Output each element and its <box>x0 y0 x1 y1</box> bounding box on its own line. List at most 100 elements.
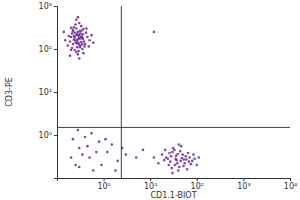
point <box>70 156 73 159</box>
point <box>87 45 90 48</box>
point <box>72 138 75 141</box>
point <box>167 164 170 167</box>
tick-label: 10⁰ <box>39 131 52 140</box>
tick-mark <box>243 178 244 181</box>
point <box>88 39 91 42</box>
tick-label: 10⁰ <box>97 182 110 191</box>
point <box>78 147 81 150</box>
point <box>81 48 84 51</box>
tick-label: 10⁴ <box>284 182 297 191</box>
point <box>79 32 82 35</box>
point <box>182 165 185 168</box>
point <box>168 152 171 155</box>
point <box>183 162 186 165</box>
tick-label: 10³ <box>237 182 250 191</box>
tick-label: 10² <box>191 182 204 191</box>
point <box>73 26 76 29</box>
point <box>153 156 156 159</box>
chart: 10⁰10¹10²10³10⁴10⁰10¹10²10³CD1.1-BIOTCD3… <box>0 0 300 200</box>
point <box>86 36 89 39</box>
point <box>188 156 191 159</box>
point <box>71 32 74 35</box>
point <box>81 153 84 156</box>
point <box>76 33 79 36</box>
tick-mark <box>290 178 291 181</box>
point <box>170 167 173 170</box>
point <box>83 40 86 43</box>
x-axis-line <box>58 179 291 182</box>
point <box>70 27 73 30</box>
y-axis-title: CD3-PE <box>5 77 14 107</box>
point <box>68 35 71 38</box>
point <box>196 164 199 167</box>
point <box>98 140 101 143</box>
y-axis: 10⁰ 10¹ 10² 10³ <box>39 2 58 178</box>
tick: 10³ <box>237 178 250 191</box>
point <box>64 39 67 42</box>
quadrant-line-y <box>57 127 290 128</box>
point <box>77 50 80 53</box>
point <box>167 157 170 160</box>
point <box>77 16 80 19</box>
tick: 10² <box>39 45 57 54</box>
point <box>78 57 81 60</box>
point <box>75 51 78 54</box>
point <box>100 164 103 167</box>
point <box>73 49 76 52</box>
point <box>187 152 190 155</box>
point <box>90 132 93 135</box>
point <box>74 23 77 26</box>
point <box>82 28 85 31</box>
point <box>79 30 82 33</box>
tick-mark <box>104 178 105 181</box>
tick-label: 10¹ <box>144 182 157 191</box>
point <box>69 40 72 43</box>
point <box>177 169 180 172</box>
point <box>78 37 81 40</box>
point <box>190 163 193 166</box>
point <box>72 43 75 46</box>
point <box>174 164 177 167</box>
point <box>88 156 91 159</box>
point <box>74 41 77 44</box>
point <box>161 153 164 156</box>
point <box>142 149 145 152</box>
point <box>76 46 79 49</box>
point <box>78 22 81 25</box>
point <box>85 31 88 34</box>
quadrant-line-x <box>121 6 122 178</box>
point <box>104 138 107 141</box>
tick-mark <box>54 135 57 136</box>
point <box>164 149 167 152</box>
point <box>153 31 156 34</box>
point <box>177 143 180 146</box>
tick-label: 10¹ <box>39 88 52 97</box>
point <box>72 30 75 33</box>
tick-mark <box>54 49 57 50</box>
point <box>157 162 160 165</box>
point <box>175 159 178 162</box>
point <box>180 145 183 148</box>
tick: 10² <box>191 178 204 191</box>
point <box>176 153 179 156</box>
y-axis-line <box>54 7 58 179</box>
point <box>163 159 166 162</box>
point <box>80 25 83 28</box>
point <box>125 153 128 156</box>
point <box>79 46 82 49</box>
tick-mark <box>197 178 198 181</box>
point <box>95 151 98 154</box>
point <box>169 160 172 163</box>
tick: 10⁰ <box>39 131 57 140</box>
tick-label: 10³ <box>39 2 52 11</box>
point <box>82 33 85 36</box>
point <box>181 153 184 156</box>
point <box>197 156 200 159</box>
point <box>85 27 88 30</box>
point <box>73 36 76 39</box>
point <box>135 156 138 159</box>
point <box>70 49 73 52</box>
point <box>111 143 114 146</box>
point <box>178 166 181 169</box>
point <box>78 44 81 47</box>
